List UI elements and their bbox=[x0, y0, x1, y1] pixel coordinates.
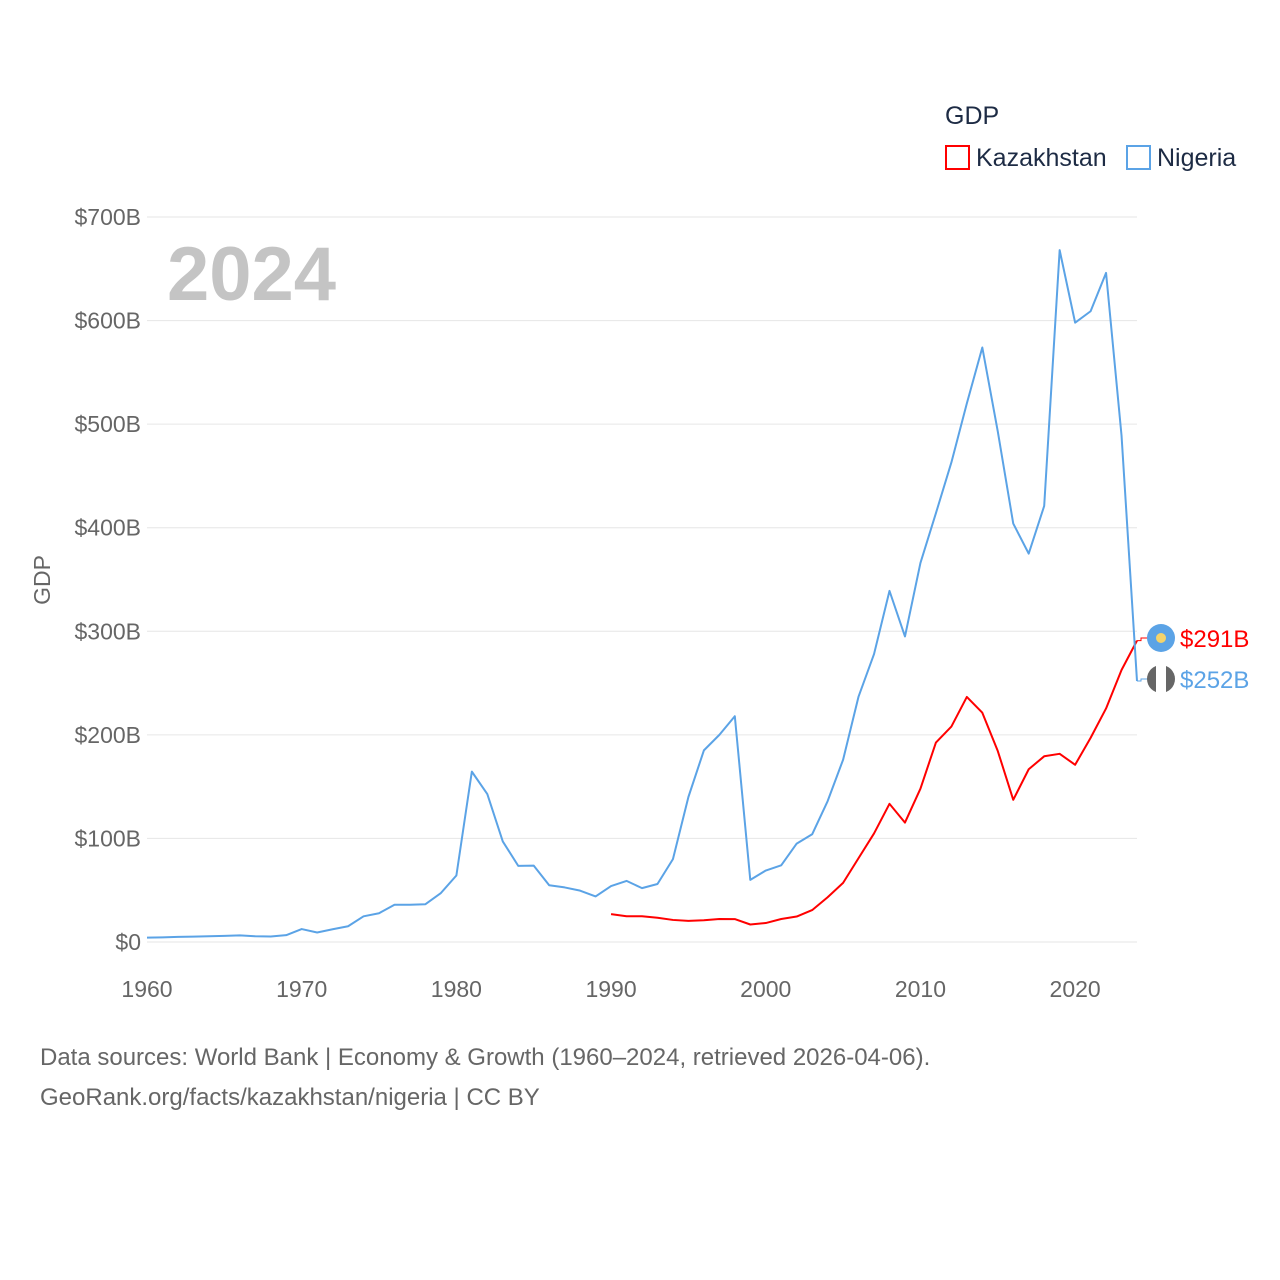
x-tick-label: 1970 bbox=[276, 976, 327, 1002]
y-tick-label: $300B bbox=[74, 618, 141, 644]
end-connector bbox=[1137, 637, 1148, 642]
x-tick-label: 1980 bbox=[431, 976, 482, 1002]
x-tick-label: 2000 bbox=[740, 976, 791, 1002]
footer-attribution[interactable]: GeoRank.org/facts/kazakhstan/nigeria | C… bbox=[40, 1084, 540, 1111]
x-tick-label: 1990 bbox=[585, 976, 636, 1002]
y-tick-label: $400B bbox=[74, 515, 141, 541]
series-line-nigeria bbox=[146, 249, 1138, 939]
y-tick-label: $700B bbox=[74, 204, 141, 230]
y-tick-label: $0 bbox=[115, 929, 141, 955]
legend-title: GDP bbox=[945, 102, 999, 130]
flag-stripe bbox=[1156, 665, 1166, 693]
y-tick-label: $100B bbox=[74, 825, 141, 851]
series-line-kazakhstan bbox=[610, 640, 1138, 926]
legend-label-nigeria: Nigeria bbox=[1157, 144, 1236, 172]
x-tick-label: 2020 bbox=[1050, 976, 1101, 1002]
end-value-label: $252B bbox=[1180, 667, 1249, 694]
legend-swatch-nigeria bbox=[1126, 145, 1151, 170]
x-tick-label: 2010 bbox=[895, 976, 946, 1002]
end-value-label: $291B bbox=[1180, 626, 1249, 653]
current-year-label: 2024 bbox=[167, 232, 336, 317]
y-tick-label: $600B bbox=[74, 308, 141, 334]
end-connector bbox=[1137, 678, 1148, 682]
y-tick-label: $500B bbox=[74, 411, 141, 437]
x-tick-label: 1960 bbox=[121, 976, 172, 1002]
footer-sources: Data sources: World Bank | Economy & Gro… bbox=[40, 1044, 931, 1071]
y-tick-label: $200B bbox=[74, 722, 141, 748]
flag-sun bbox=[1156, 633, 1166, 643]
y-axis-label: GDP bbox=[29, 555, 55, 605]
legend-label-kazakhstan: Kazakhstan bbox=[976, 144, 1107, 172]
legend-swatch-kazakhstan bbox=[945, 145, 970, 170]
